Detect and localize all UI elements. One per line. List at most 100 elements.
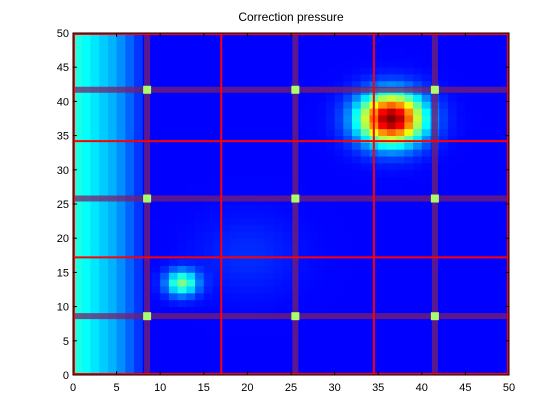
heatmap-cell [256, 204, 266, 212]
heatmap-cell [334, 149, 344, 157]
heatmap-cell [177, 183, 187, 191]
y-tick-label: 15 [57, 267, 69, 279]
heatmap-cell [81, 135, 91, 143]
heatmap-cell [500, 340, 510, 349]
heatmap-cell [482, 115, 492, 123]
heatmap-cell [482, 333, 492, 342]
heatmap-cell [325, 128, 335, 136]
heatmap-cell [177, 94, 187, 102]
heatmap-cell [203, 306, 213, 314]
heatmap-cell [256, 258, 266, 266]
heatmap-cell [186, 80, 196, 89]
heatmap-cell [99, 340, 109, 349]
heatmap-cell [282, 162, 292, 171]
heatmap-cell [238, 204, 248, 212]
heatmap-cell [491, 320, 501, 328]
heatmap-cell [360, 292, 370, 301]
heatmap-cell [352, 149, 362, 157]
heatmap-cell [343, 210, 353, 219]
heatmap-cell [334, 279, 344, 287]
heatmap-cell [238, 60, 248, 68]
heatmap-cell [413, 354, 423, 362]
heatmap-cell [456, 361, 466, 369]
heatmap-cell [125, 217, 135, 225]
heatmap-cell [325, 333, 335, 342]
heatmap-cell [81, 251, 91, 260]
heatmap-cell [256, 176, 266, 184]
heatmap-cell [282, 39, 292, 48]
heatmap-cell [352, 46, 362, 54]
heatmap-cell [195, 258, 205, 266]
heatmap-cell [308, 265, 318, 273]
heatmap-cell [500, 67, 510, 75]
heatmap-cell [308, 347, 318, 355]
heatmap-cell [273, 80, 283, 89]
heatmap-cell [238, 286, 248, 294]
heatmap-cell [212, 361, 222, 369]
heatmap-cell [482, 142, 492, 150]
heatmap-cell [212, 101, 222, 109]
heatmap-cell [160, 142, 170, 150]
heatmap-cell [195, 251, 205, 260]
heatmap-cell [404, 74, 414, 82]
heatmap-cell [465, 306, 475, 314]
heatmap-cell [160, 128, 170, 136]
heatmap-cell [168, 169, 179, 178]
heatmap-cell [386, 361, 397, 369]
heatmap-cell [125, 279, 135, 287]
heatmap-cell [456, 299, 466, 307]
heatmap-cell [203, 292, 213, 301]
heatmap-cell [360, 156, 370, 164]
heatmap-cell [73, 149, 83, 157]
heatmap-cell [99, 67, 109, 75]
heatmap-cell [378, 94, 388, 102]
heatmap-cell [447, 258, 458, 266]
heatmap-cell [247, 101, 257, 109]
heatmap-cell [247, 224, 257, 232]
heatmap-cell [212, 231, 222, 239]
heatmap-cell [81, 183, 91, 191]
heatmap-cell [212, 190, 222, 198]
heatmap-cell [421, 327, 431, 335]
heatmap-cell [395, 115, 405, 123]
heatmap-cell [90, 231, 100, 239]
heatmap-cell [151, 60, 161, 68]
heatmap-cell [360, 142, 370, 150]
heatmap-cell [334, 67, 344, 75]
heatmap-cell [447, 354, 458, 362]
heatmap-cell [343, 46, 353, 54]
heatmap-cell [317, 80, 327, 89]
heatmap-cell [465, 169, 475, 178]
heatmap-cell [247, 80, 257, 89]
heatmap-cell [282, 80, 292, 89]
heatmap-cell [264, 74, 274, 82]
heatmap-cell [299, 156, 309, 164]
heatmap-cell [195, 94, 205, 102]
heatmap-cell [256, 121, 266, 130]
heatmap-cell [203, 361, 213, 369]
heatmap-cell [238, 258, 248, 266]
heatmap-cell [439, 149, 449, 157]
heatmap-cell [247, 292, 257, 301]
heatmap-cell [160, 162, 170, 171]
heatmap-cell [421, 292, 431, 301]
heatmap-cell [151, 39, 161, 48]
heatmap-cell [465, 279, 475, 287]
heatmap-cell [404, 320, 414, 328]
heatmap-cell [421, 142, 431, 150]
heatmap-cell [474, 53, 484, 61]
heatmap-cell [134, 265, 144, 273]
heatmap-cell [212, 60, 222, 68]
heatmap-cell [491, 292, 501, 301]
heatmap-cell [413, 347, 423, 355]
heatmap-cell [378, 327, 388, 335]
heatmap-cell [386, 210, 397, 219]
heatmap-cell [273, 210, 283, 219]
heatmap-cell [212, 67, 222, 75]
heatmap-cell [177, 238, 187, 246]
heatmap-cell [474, 135, 484, 143]
heatmap-cell [334, 39, 344, 48]
y-tick-label: 40 [57, 96, 69, 108]
y-tick-label: 45 [57, 62, 69, 74]
heatmap-cell [160, 135, 170, 143]
